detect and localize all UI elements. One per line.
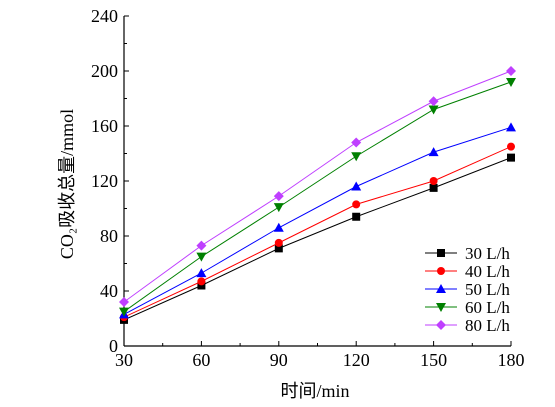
data-point <box>273 203 284 213</box>
data-point <box>436 284 446 293</box>
data-point <box>119 307 129 317</box>
data-point <box>274 238 283 247</box>
data-point <box>437 267 445 275</box>
x-tick-label: 90 <box>270 350 288 370</box>
series-60-l-h <box>119 78 516 317</box>
legend-label: 40 L/h <box>465 262 510 281</box>
series-line <box>123 146 512 318</box>
legend-item: 30 L/h <box>425 244 510 263</box>
y-tick-label: 0 <box>109 336 118 356</box>
y-tick-label: 240 <box>91 6 118 26</box>
series-line <box>123 157 512 321</box>
data-point <box>196 240 207 251</box>
data-point <box>436 303 446 312</box>
x-tick-label: 120 <box>343 350 370 370</box>
x-axis-title: 时间/min <box>280 381 349 401</box>
data-point <box>196 252 207 262</box>
data-point <box>274 244 283 253</box>
data-point <box>273 222 284 232</box>
data-point <box>506 66 516 76</box>
data-point <box>197 277 206 286</box>
data-point <box>429 177 438 185</box>
series-line <box>123 70 512 303</box>
x-tick-label: 150 <box>420 350 447 370</box>
data-point <box>352 212 361 221</box>
data-point <box>351 152 362 162</box>
data-point <box>506 78 516 87</box>
legend-item: 50 L/h <box>425 280 510 299</box>
legend-label: 60 L/h <box>465 298 510 317</box>
y-axis-title: CO₂吸收总量/mmol <box>57 109 77 259</box>
y-tick-label: 80 <box>100 226 118 246</box>
data-point <box>351 137 362 148</box>
legend-label: 50 L/h <box>465 280 510 299</box>
data-point <box>429 183 438 192</box>
legend-label: 30 L/h <box>465 244 510 263</box>
data-point <box>273 191 284 202</box>
data-point <box>428 96 439 107</box>
data-point <box>506 122 516 132</box>
series-30-l-h <box>120 153 515 324</box>
data-point <box>197 281 206 290</box>
data-point <box>196 268 207 278</box>
x-tick-label: 60 <box>192 350 210 370</box>
legend-item: 40 L/h <box>425 262 510 281</box>
data-point <box>436 320 446 330</box>
data-point <box>507 142 515 151</box>
data-point <box>352 200 361 209</box>
x-tick-label: 180 <box>498 350 525 370</box>
legend-label: 80 L/h <box>465 316 510 335</box>
data-point <box>351 181 362 191</box>
y-tick-label: 120 <box>91 171 118 191</box>
y-tick-label: 200 <box>91 61 118 81</box>
data-point <box>119 297 129 307</box>
y-tick-label: 40 <box>100 281 118 301</box>
series-layer <box>119 66 516 324</box>
x-tick-label: 30 <box>115 350 133 370</box>
data-point <box>437 249 445 257</box>
legend: 30 L/h40 L/h50 L/h60 L/h80 L/h <box>425 244 510 335</box>
axes: 0 40 80 120 160 200 240 30 60 90 120 150 180 <box>91 6 525 370</box>
legend-item: 60 L/h <box>425 298 510 317</box>
series-80-l-h <box>119 66 516 307</box>
data-point <box>507 153 515 162</box>
legend-item: 80 L/h <box>425 316 510 335</box>
series-line <box>123 81 512 313</box>
data-point <box>428 147 439 157</box>
data-point <box>428 105 439 115</box>
series-line <box>123 126 512 315</box>
y-tick-label: 160 <box>91 116 118 136</box>
